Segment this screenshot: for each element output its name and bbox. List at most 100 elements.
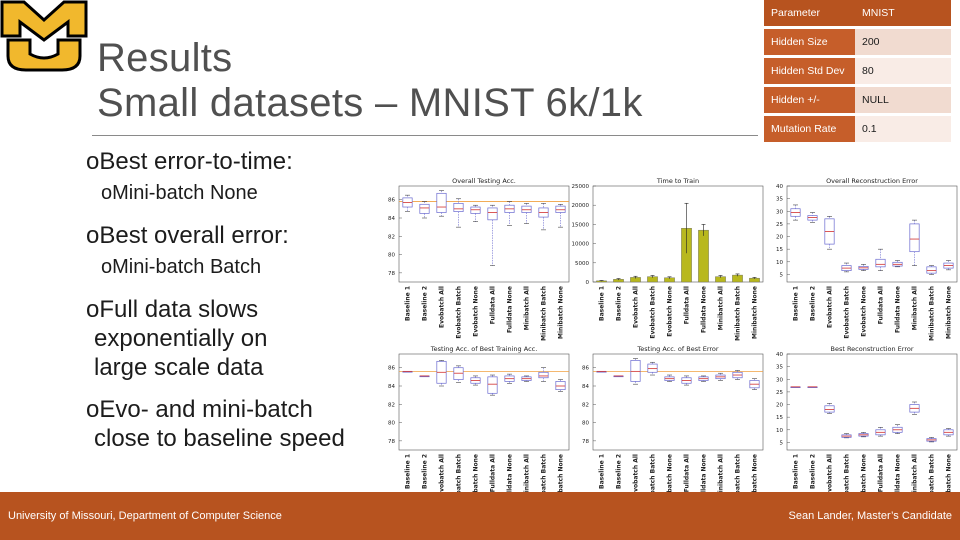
box bbox=[555, 381, 566, 391]
x-tick-label: Evobatch All bbox=[439, 286, 446, 328]
y-tick-label: 5 bbox=[780, 272, 784, 278]
y-tick-label: 10000 bbox=[572, 242, 590, 248]
box bbox=[824, 405, 835, 413]
parameter-value: 200 bbox=[855, 29, 951, 55]
box bbox=[487, 207, 498, 221]
bullet-full-data-line-2: exponentially on bbox=[94, 325, 268, 352]
x-tick-label: Minibatch All bbox=[524, 454, 531, 496]
x-tick-label: Fulldata None bbox=[507, 454, 514, 496]
parameter-key: Mutation Rate bbox=[764, 116, 855, 142]
bullet-best-error-to-time: oBest error-to-time: bbox=[86, 148, 293, 175]
x-tick-label: Minibatch None bbox=[558, 286, 565, 339]
y-tick-label: 30 bbox=[776, 209, 783, 215]
chart-title: Overall Reconstruction Error bbox=[826, 177, 918, 185]
chart-title: Overall Testing Acc. bbox=[452, 177, 516, 185]
x-tick-label: Fulldata None bbox=[701, 454, 708, 496]
parameter-value: 0.1 bbox=[855, 116, 951, 142]
x-tick-label: Evobatch None bbox=[861, 286, 868, 337]
university-logo bbox=[0, 0, 88, 72]
x-tick-label: Fulldata All bbox=[878, 454, 885, 492]
parameter-row: Mutation Rate 0.1 bbox=[764, 116, 951, 142]
chart-frame bbox=[398, 185, 570, 283]
x-tick-label: Evobatch All bbox=[827, 454, 834, 496]
x-tick-label: Evobatch All bbox=[633, 454, 640, 496]
y-tick-label: 84 bbox=[388, 384, 395, 390]
y-tick-label: 80 bbox=[388, 253, 395, 259]
x-tick-label: Fulldata None bbox=[895, 454, 902, 496]
chart-title: Time to Train bbox=[656, 177, 699, 185]
sub-bullet-minibatch-none: oMini-batch None bbox=[101, 182, 258, 204]
parameter-row: Hidden Std Dev 80 bbox=[764, 58, 951, 84]
x-tick-label: Evobatch None bbox=[473, 454, 480, 496]
chart-title: Testing Acc. of Best Training Acc. bbox=[430, 345, 538, 353]
y-tick-label: 25 bbox=[776, 390, 783, 396]
parameter-value: 80 bbox=[855, 58, 951, 84]
footer-institution: University of Missouri, Department of Co… bbox=[8, 510, 282, 522]
x-tick-label: Evobatch Batch bbox=[844, 454, 851, 496]
footer-author: Sean Lander, Master’s Candidate bbox=[788, 510, 952, 522]
y-tick-label: 0 bbox=[586, 280, 590, 286]
chart-panel: Time to Train 0 5000 10000 15000 20000 25000 Ba… bbox=[572, 177, 764, 341]
x-tick-label: Fulldata None bbox=[895, 286, 902, 333]
x-tick-label: Minibatch All bbox=[912, 286, 919, 330]
y-tick-label: 82 bbox=[582, 402, 589, 408]
x-tick-label: Fulldata None bbox=[701, 286, 708, 333]
parameter-key: Hidden Size bbox=[764, 29, 855, 55]
x-tick-label: Evobatch Batch bbox=[844, 286, 851, 339]
chart-frame bbox=[592, 353, 764, 451]
header-value: MNIST bbox=[855, 0, 951, 26]
x-tick-label: Minibatch None bbox=[558, 454, 565, 496]
y-tick-label: 35 bbox=[776, 365, 783, 371]
x-tick-label: Minibatch All bbox=[524, 286, 531, 330]
x-tick-label: Baseline 2 bbox=[810, 286, 817, 321]
box bbox=[419, 203, 430, 214]
y-tick-label: 30 bbox=[776, 377, 783, 383]
x-tick-label: Baseline 1 bbox=[793, 286, 800, 321]
parameter-key: Hidden Std Dev bbox=[764, 58, 855, 84]
box bbox=[436, 192, 447, 213]
x-tick-label: Baseline 1 bbox=[599, 454, 606, 489]
x-tick-label: Minibatch All bbox=[718, 286, 725, 330]
y-tick-label: 78 bbox=[388, 271, 395, 277]
box bbox=[875, 258, 886, 268]
y-tick-label: 40 bbox=[776, 352, 783, 358]
x-tick-label: Evobatch All bbox=[439, 454, 446, 496]
parameter-value: NULL bbox=[855, 87, 951, 113]
y-tick-label: 84 bbox=[582, 384, 589, 390]
bullet-evo-minibatch-line-2: close to baseline speed bbox=[94, 425, 345, 452]
footer-bar: University of Missouri, Department of Co… bbox=[0, 492, 960, 540]
bullet-best-overall-error: oBest overall error: bbox=[86, 222, 289, 249]
y-tick-label: 35 bbox=[776, 197, 783, 203]
bullet-full-data-line-3: large scale data bbox=[94, 354, 264, 381]
box bbox=[909, 223, 920, 253]
y-tick-label: 78 bbox=[388, 439, 395, 445]
y-tick-label: 5 bbox=[780, 440, 784, 446]
x-tick-label: Minibatch All bbox=[718, 454, 725, 496]
y-tick-label: 15 bbox=[776, 415, 783, 421]
x-tick-label: Baseline 1 bbox=[405, 286, 412, 321]
y-tick-label: 25000 bbox=[572, 184, 590, 190]
x-tick-label: Fulldata None bbox=[507, 286, 514, 333]
x-tick-label: Baseline 2 bbox=[616, 454, 623, 489]
x-tick-label: Minibatch All bbox=[912, 454, 919, 496]
x-tick-label: Baseline 2 bbox=[422, 286, 429, 321]
chart-frame bbox=[398, 353, 570, 451]
bar bbox=[698, 229, 709, 283]
x-tick-label: Fulldata All bbox=[684, 454, 691, 492]
y-tick-label: 80 bbox=[388, 421, 395, 427]
box bbox=[926, 266, 937, 274]
x-tick-label: Evobatch None bbox=[667, 286, 674, 337]
bullet-full-data: oFull data slows bbox=[86, 296, 259, 323]
y-tick-label: 10 bbox=[776, 428, 783, 434]
y-tick-label: 5000 bbox=[575, 261, 589, 267]
x-tick-label: Baseline 2 bbox=[810, 454, 817, 489]
chart-panel: Best Reconstruction Error 5 10 15 20 25 30 35 40… bbox=[776, 345, 958, 496]
chart-panel: Overall Testing Acc. 78 80 82 84 86 Baseline 1… bbox=[388, 177, 570, 341]
y-tick-label: 20 bbox=[776, 403, 783, 409]
box bbox=[647, 363, 658, 373]
parameter-key: Hidden +/- bbox=[764, 87, 855, 113]
logo-u bbox=[6, 38, 82, 72]
y-tick-label: 20 bbox=[776, 235, 783, 241]
parameter-table: Parameter MNIST Hidden Size 200 Hidden S… bbox=[764, 0, 951, 145]
x-tick-label: Evobatch All bbox=[633, 286, 640, 328]
